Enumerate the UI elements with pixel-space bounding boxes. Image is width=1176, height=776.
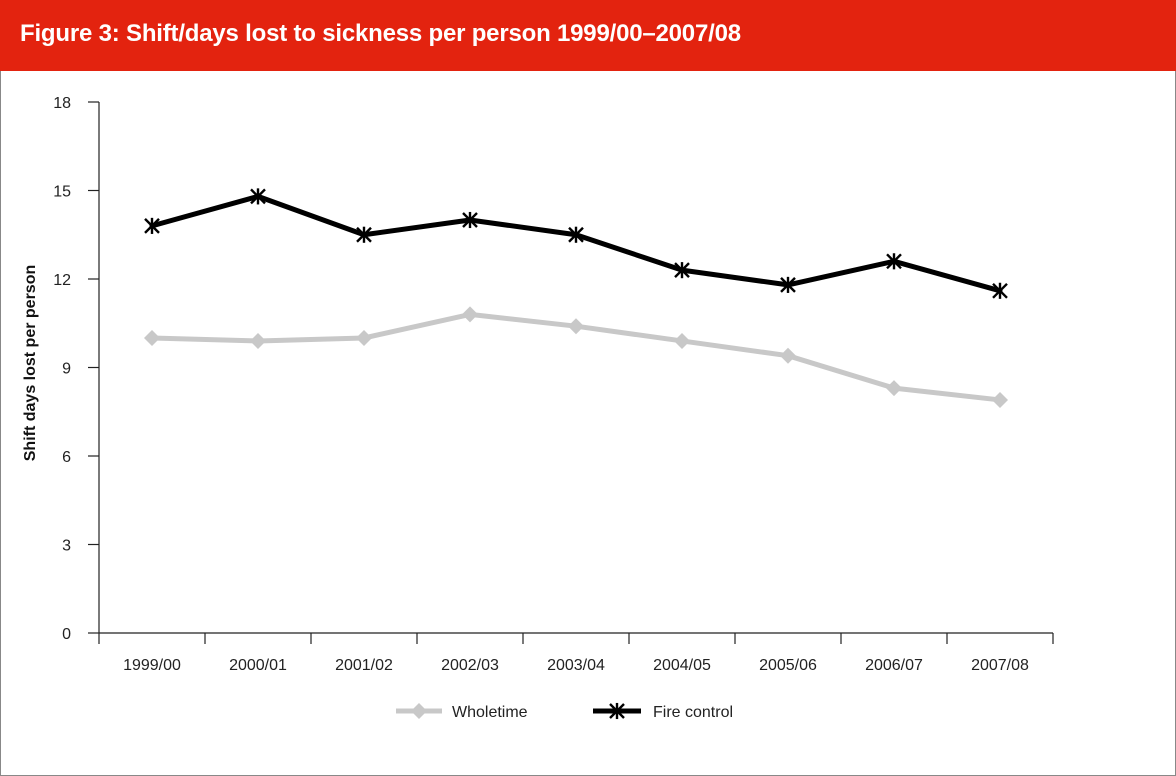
x-axis: 1999/00 2000/01 2001/02 2002/03 2003/04 2004/… (98, 632, 1054, 674)
x-tick-label: 2002/03 (441, 657, 499, 674)
series-layer (144, 188, 1008, 408)
legend-label: Fire control (653, 704, 733, 721)
data-point-asterisk (462, 211, 478, 229)
series-wholetime (144, 306, 1008, 408)
data-point-asterisk (780, 276, 796, 293)
figure-header: Figure 3: Shift/days lost to sickness pe… (0, 0, 1176, 71)
y-tick-label: 0 (62, 626, 71, 643)
y-tick-label: 3 (62, 538, 71, 555)
x-tick-label: 2005/06 (759, 657, 817, 674)
y-axis: 0 3 6 9 12 15 18 (53, 95, 100, 643)
data-point-asterisk (356, 226, 372, 243)
legend: Wholetime Fire control (396, 702, 733, 721)
figure-title: Figure 3: Shift/days lost to sickness pe… (20, 20, 741, 47)
y-tick-label: 9 (62, 361, 71, 378)
legend-label: Wholetime (452, 704, 528, 721)
data-point-asterisk (992, 282, 1008, 299)
x-tick-label: 2004/05 (653, 657, 711, 674)
legend-marker-diamond (411, 703, 427, 719)
y-tick-label: 15 (53, 184, 71, 201)
series-fire-control (144, 188, 1008, 299)
legend-marker-asterisk (609, 702, 625, 720)
y-tick-label: 18 (53, 95, 71, 112)
x-tick-label: 2006/07 (865, 657, 923, 674)
series-line (149, 193, 1003, 294)
data-point-diamond (780, 347, 796, 364)
data-point-asterisk (250, 188, 266, 205)
x-tick-label: 2000/01 (229, 657, 287, 674)
data-point-diamond (144, 330, 160, 346)
data-point-diamond (886, 380, 902, 397)
data-point-diamond (992, 391, 1008, 408)
data-point-asterisk (568, 226, 584, 243)
x-tick-label: 2003/04 (547, 657, 605, 674)
x-tick-label: 2007/08 (971, 657, 1029, 674)
y-tick-label: 12 (53, 272, 71, 289)
x-tick-label: 1999/00 (123, 657, 181, 674)
data-point-diamond (674, 332, 690, 349)
data-point-asterisk (674, 262, 690, 279)
data-point-diamond (462, 306, 478, 323)
data-point-diamond (568, 318, 584, 335)
x-tick-label: 2001/02 (335, 657, 393, 674)
data-point-diamond (250, 332, 266, 349)
legend-item: Fire control (593, 702, 733, 721)
data-point-asterisk (886, 253, 902, 270)
data-point-diamond (356, 330, 372, 346)
y-tick-label: 6 (62, 449, 71, 466)
data-point-asterisk (144, 217, 160, 234)
line-chart: 0 3 6 9 12 15 18 1999/00 2000/01 2001/02 2002/03 2… (22, 95, 1054, 721)
legend-item: Wholetime (396, 703, 528, 721)
y-axis-title: Shift days lost per person (22, 265, 39, 461)
